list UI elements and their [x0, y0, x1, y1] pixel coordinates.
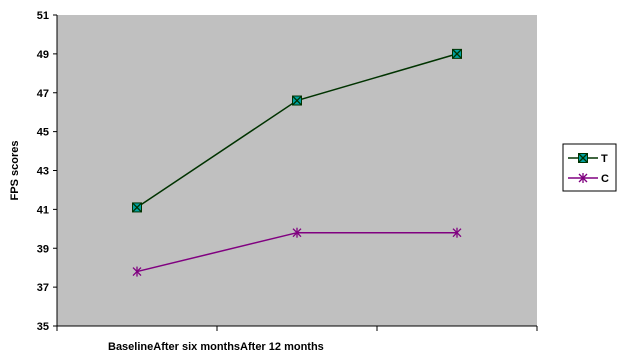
y-tick-label: 37 — [37, 282, 49, 294]
y-tick-label: 45 — [37, 127, 49, 139]
legend-item-T: T — [568, 153, 608, 165]
y-tick-label: 49 — [37, 49, 49, 61]
legend-box — [562, 143, 617, 192]
x-tick-label: After 12 months — [240, 341, 324, 353]
y-tick-label: 51 — [37, 10, 49, 22]
y-tick-label: 41 — [37, 204, 49, 216]
data-point-marker — [132, 266, 142, 277]
y-tick-label: 39 — [37, 243, 49, 255]
legend: TC — [562, 143, 617, 192]
x-axis: BaselineAfter six monthsAfter 12 months — [56, 325, 538, 353]
data-point-marker — [452, 227, 462, 238]
y-axis-title: FPS scores — [9, 141, 21, 201]
series-C — [132, 227, 462, 277]
x-tick-label: After six months — [153, 341, 240, 353]
y-tick-label: 47 — [37, 88, 49, 100]
y-axis: 35 37 39 41 43 45 47 49 51 — [37, 10, 58, 333]
data-point-marker — [578, 173, 588, 183]
data-point-marker — [292, 227, 302, 238]
y-tick-label: 35 — [37, 321, 49, 333]
legend-item-C: C — [568, 173, 609, 185]
data-point-marker — [578, 153, 588, 163]
series-T — [132, 48, 462, 213]
x-tick-label: Baseline — [108, 341, 153, 353]
plot-area-group — [57, 15, 537, 326]
legend-label: C — [601, 173, 609, 185]
plot-area — [57, 15, 537, 326]
data-point-marker — [452, 48, 462, 59]
data-point-marker — [132, 202, 142, 213]
legend-label: T — [601, 153, 608, 165]
x-tick-labels: BaselineAfter six monthsAfter 12 months — [108, 341, 324, 353]
data-point-marker — [292, 95, 302, 106]
series-group — [132, 48, 462, 277]
y-tick-label: 43 — [37, 166, 49, 178]
